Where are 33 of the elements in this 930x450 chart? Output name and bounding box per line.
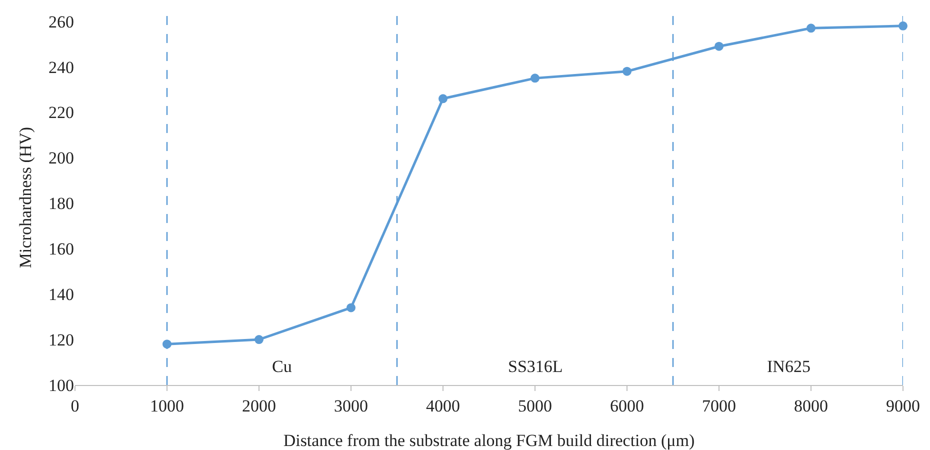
annotation: Cu [272, 357, 292, 376]
point [622, 66, 632, 76]
annotation: SS316L [508, 357, 563, 376]
x-tick-label: 3000 [334, 396, 368, 416]
point [898, 21, 908, 30]
point [254, 335, 264, 344]
x-axis-title: Distance from the substrate along FGM build direction (μm) [283, 431, 695, 450]
point [438, 94, 448, 104]
x-tick-label: 7000 [702, 396, 736, 416]
y-tick-label: 180 [48, 194, 74, 214]
y-tick-label: 240 [48, 58, 74, 77]
x-tick-label: 6000 [610, 396, 644, 416]
point [346, 303, 356, 312]
y-tick-label: 220 [48, 103, 74, 122]
y-tick-label: 260 [48, 12, 74, 32]
point [806, 24, 816, 33]
x-tick-label: 1000 [150, 396, 184, 416]
point [162, 340, 172, 349]
y-tick-label: 200 [48, 148, 74, 168]
y-tick-label: 140 [48, 285, 74, 304]
annotation: IN625 [767, 357, 810, 376]
x-tick-label: 8000 [794, 396, 828, 416]
y-tick-label: 160 [48, 240, 74, 259]
x-tick-label: 2000 [242, 396, 276, 416]
point [714, 42, 724, 51]
x-tick-label: 9000 [886, 396, 920, 416]
point [530, 74, 540, 83]
y-axis-title: Microhardness (HV) [16, 126, 35, 268]
x-tick-label: 0 [70, 396, 80, 416]
x-tick-label: 5000 [518, 396, 552, 416]
y-tick-label: 120 [48, 330, 74, 350]
y-tick-label: 100 [48, 376, 74, 395]
x-tick-label: 4000 [426, 396, 460, 416]
